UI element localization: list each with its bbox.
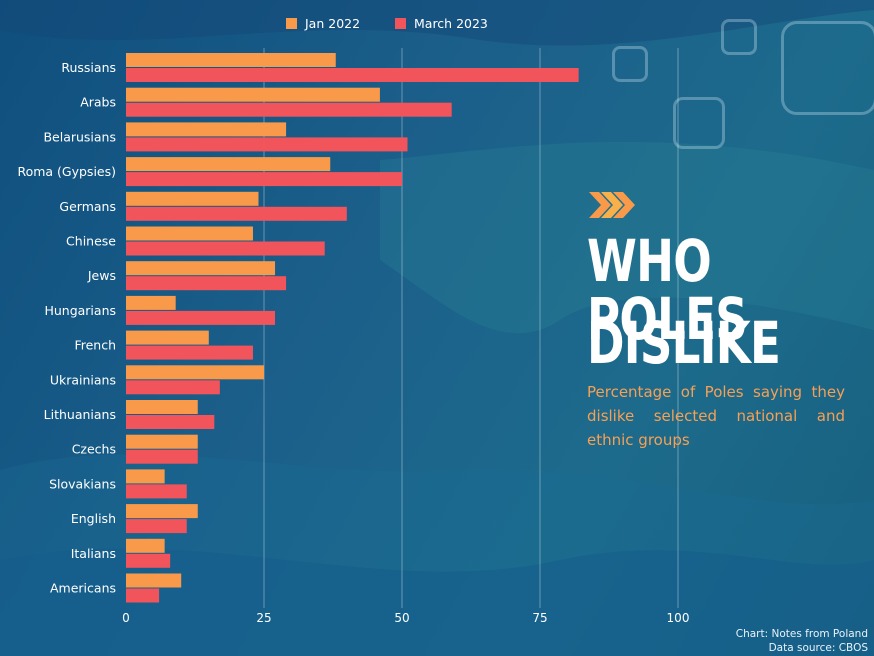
category-label: English <box>71 511 116 526</box>
bar-jan2022 <box>126 226 253 241</box>
bar-mar2023 <box>126 102 452 117</box>
bar-jan2022 <box>126 53 336 67</box>
category-label: French <box>74 338 116 353</box>
x-tick-label: 100 <box>667 611 690 625</box>
source-credit: Chart: Notes from Poland <box>735 628 868 640</box>
page-title-line2: DISLIKE <box>587 309 781 377</box>
bar-mar2023 <box>126 172 402 187</box>
x-tick-label: 25 <box>256 611 271 625</box>
bar-mar2023 <box>126 276 287 291</box>
bar-mar2023 <box>126 137 408 152</box>
bar-mar2023 <box>126 553 171 568</box>
data-source: Data source: CBOS <box>768 642 868 654</box>
bar-mar2023 <box>126 345 253 360</box>
bar-jan2022 <box>126 573 182 588</box>
bar-mar2023 <box>126 310 276 325</box>
bar-jan2022 <box>126 330 209 345</box>
bar-mar2023 <box>126 449 198 464</box>
category-label: Ukrainians <box>50 372 116 387</box>
category-label: Czechs <box>72 442 116 457</box>
bar-jan2022 <box>126 122 287 137</box>
category-label: Jews <box>87 268 116 283</box>
category-label: Germans <box>59 199 116 214</box>
bar-jan2022 <box>126 365 264 380</box>
bar-mar2023 <box>126 484 187 499</box>
category-label: Americans <box>50 581 116 596</box>
category-label: Hungarians <box>44 303 116 318</box>
triple-chevron-right-icon <box>589 192 635 218</box>
bar-mar2023 <box>126 415 215 429</box>
chart-source: Chart: Notes from Poland Data source: CB… <box>736 627 868 655</box>
bar-jan2022 <box>126 504 198 519</box>
legend-label: March 2023 <box>414 16 488 31</box>
chart-subtitle: Percentage of Poles saying they dislike … <box>587 383 845 449</box>
category-label: Belarusians <box>43 129 116 144</box>
decorative-square <box>673 97 725 149</box>
bar-jan2022 <box>126 400 198 414</box>
bar-mar2023 <box>126 519 187 534</box>
category-label: Arabs <box>80 95 116 110</box>
bar-jan2022 <box>126 261 276 276</box>
legend-item-mar2023: March 2023 <box>395 16 488 31</box>
bar-jan2022 <box>126 434 198 449</box>
legend-swatch-mar2023 <box>395 18 406 29</box>
decorative-square <box>612 46 648 82</box>
category-label: Italians <box>71 546 116 561</box>
category-label: Lithuanians <box>44 407 116 422</box>
bar-jan2022 <box>126 295 176 310</box>
bar-jan2022 <box>126 191 259 206</box>
legend-swatch-jan2022 <box>286 18 297 29</box>
x-tick-label: 0 <box>122 611 130 625</box>
bar-jan2022 <box>126 87 380 102</box>
x-tick-label: 50 <box>394 611 409 625</box>
page-title-line1: WHO POLES <box>587 227 748 353</box>
bar-mar2023 <box>126 206 347 221</box>
bar-jan2022 <box>126 469 165 484</box>
bar-mar2023 <box>126 588 160 603</box>
category-label: Chinese <box>66 234 116 249</box>
decorative-square <box>721 19 757 55</box>
bar-jan2022 <box>126 157 331 172</box>
legend-label: Jan 2022 <box>305 16 361 31</box>
category-label: Slovakians <box>49 476 116 491</box>
x-tick-label: 75 <box>532 611 547 625</box>
bar-jan2022 <box>126 538 165 553</box>
decorative-square <box>781 21 874 115</box>
bar-mar2023 <box>126 380 220 395</box>
bar-mar2023 <box>126 241 325 256</box>
category-label: Roma (Gypsies) <box>17 164 116 179</box>
category-label: Russians <box>61 60 116 75</box>
legend-item-jan2022: Jan 2022 <box>286 16 360 31</box>
bar-mar2023 <box>126 68 579 82</box>
